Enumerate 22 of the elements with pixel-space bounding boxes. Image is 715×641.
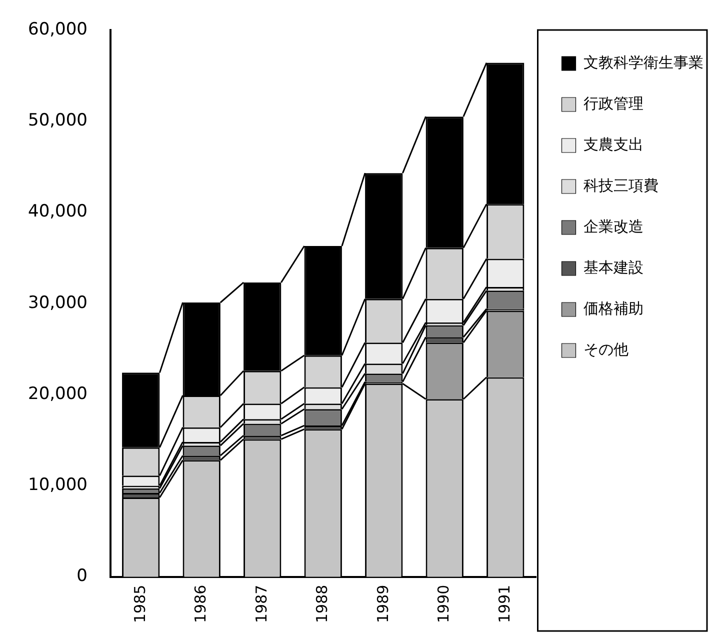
x-tick-label: 1988 xyxy=(313,584,332,624)
legend-label: 支農支出 xyxy=(583,135,644,154)
y-tick-label: 40,000 xyxy=(28,202,88,222)
x-tick-label: 1991 xyxy=(495,584,514,624)
y-tick-label: 50,000 xyxy=(28,110,88,131)
legend-label: 基本建設 xyxy=(583,258,644,276)
legend-label: 企業改造 xyxy=(583,217,644,236)
y-tick-label: 0 xyxy=(76,566,88,586)
legend-label: 科技三項費 xyxy=(583,176,658,194)
x-tick-label: 1989 xyxy=(374,584,392,624)
legend-label: その他 xyxy=(583,340,628,358)
legend-label: 価格補助 xyxy=(583,299,644,318)
x-tick-label: 1985 xyxy=(130,584,149,624)
y-tick-label: 60,000 xyxy=(28,19,88,40)
legend-label: 行政管理 xyxy=(583,94,644,112)
y-tick-label: 20,000 xyxy=(28,384,88,404)
y-tick-label: 10,000 xyxy=(28,475,88,496)
x-tick-label: 1990 xyxy=(434,584,453,624)
legend-label: 文教科学衛生事業 xyxy=(583,53,704,72)
x-tick-label: 1987 xyxy=(252,584,270,624)
x-tick-label: 1986 xyxy=(192,584,210,624)
y-tick-label: 30,000 xyxy=(28,292,88,313)
